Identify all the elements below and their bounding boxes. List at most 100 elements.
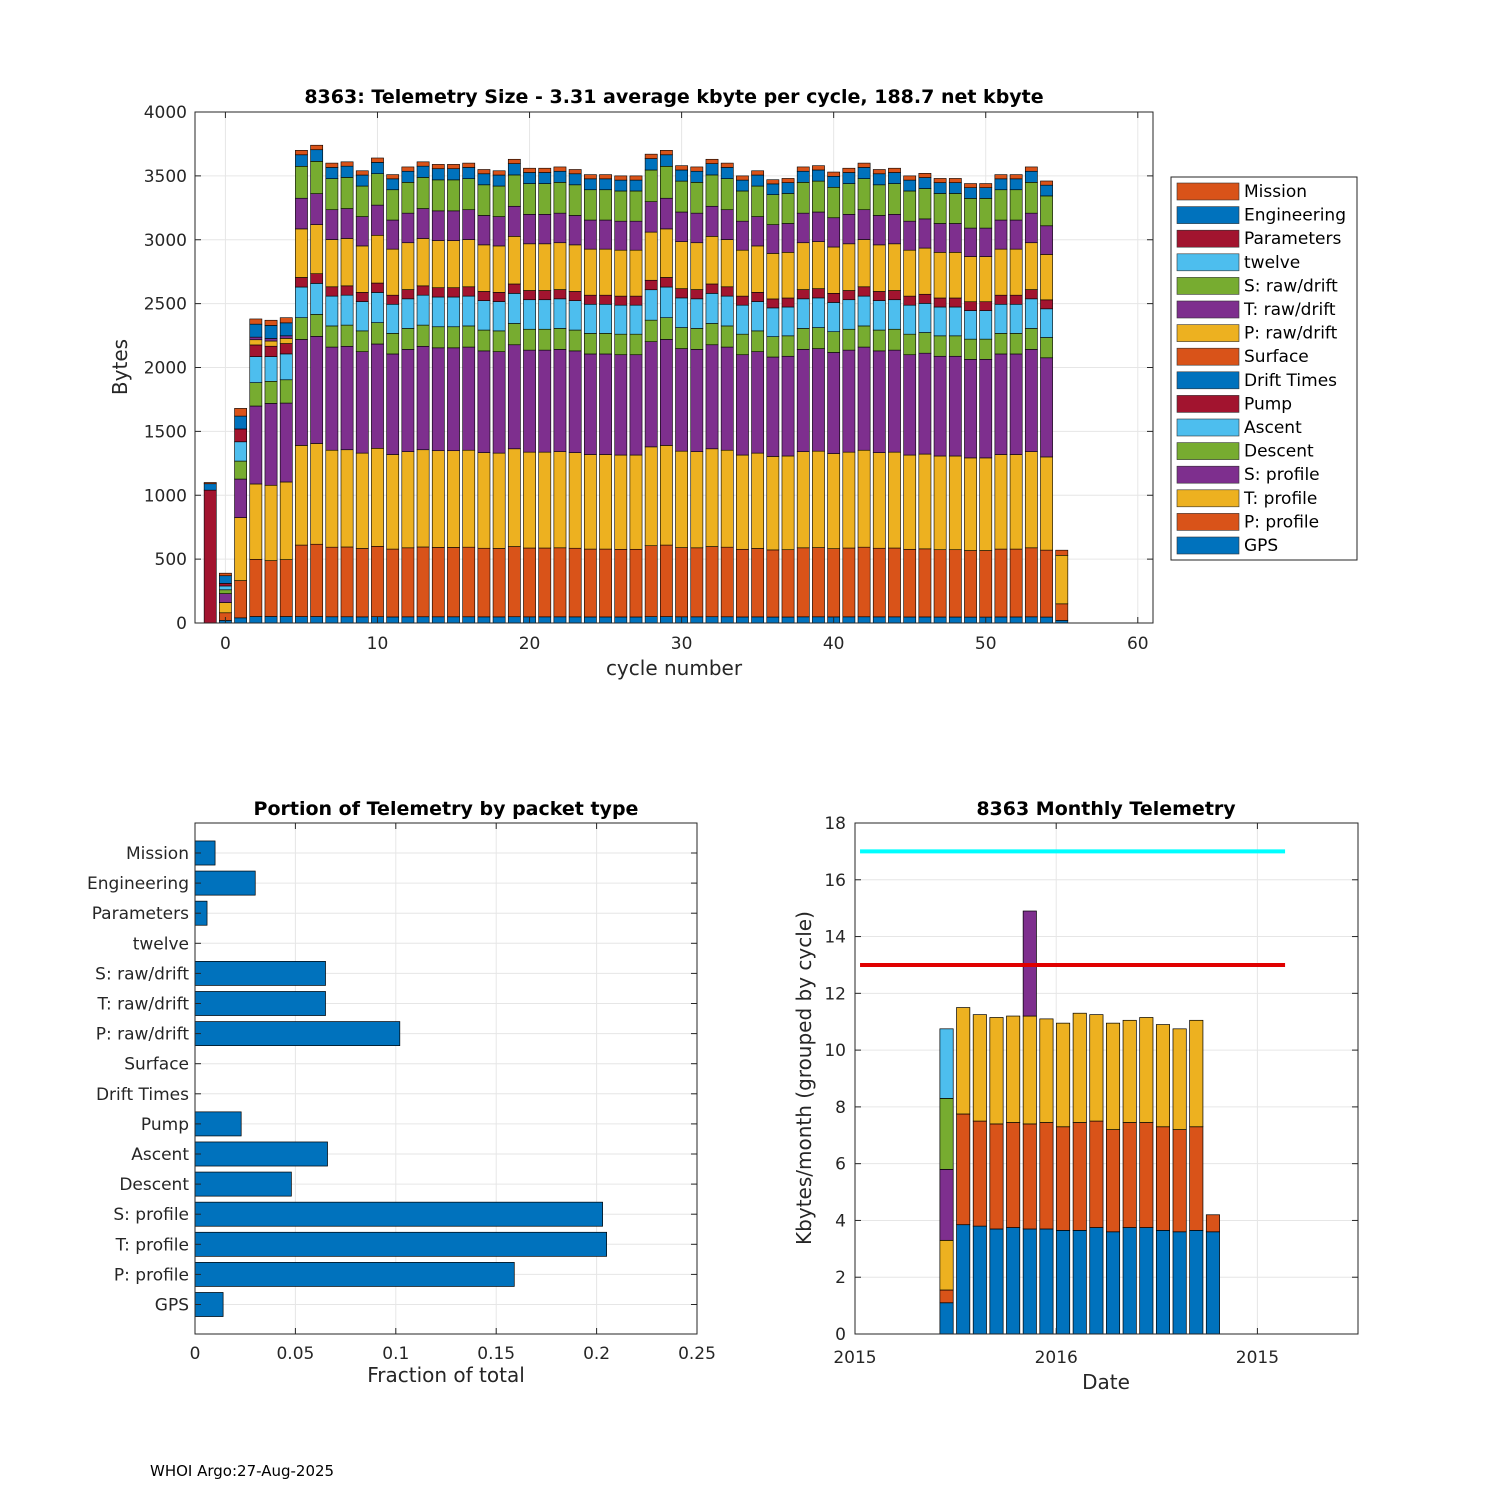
- bar-segment: [477, 616, 491, 624]
- bar-segment: [690, 170, 704, 183]
- bar-segment: [523, 183, 536, 215]
- bar-segment: [979, 338, 993, 360]
- bar-segment: [751, 301, 765, 332]
- bar-segment: [492, 301, 506, 332]
- bar-segment: [1089, 1014, 1104, 1122]
- bar-segment: [948, 355, 962, 457]
- bar-segment: [386, 616, 400, 624]
- bar-segment: [888, 214, 901, 245]
- bar-segment: [583, 454, 597, 550]
- y-tick-label: 2500: [144, 295, 187, 315]
- bar-segment: [614, 249, 628, 297]
- footer-credit: WHOI Argo:27-Aug-2025: [150, 1462, 334, 1480]
- bar-segment: [340, 238, 354, 287]
- bar-segment: [507, 616, 521, 624]
- bar-segment: [325, 178, 339, 211]
- bar-segment: [812, 241, 825, 289]
- bar-segment: [812, 169, 825, 182]
- y-tick-label: 12: [824, 984, 846, 1004]
- bar-segment: [355, 216, 369, 247]
- bar-segment: [568, 616, 582, 624]
- bar-segment: [219, 575, 232, 584]
- bar-segment: [568, 291, 582, 301]
- bar-segment: [310, 443, 324, 545]
- bar-segment: [1056, 1022, 1071, 1128]
- bar-segment: [583, 548, 597, 618]
- bar-segment: [462, 325, 476, 348]
- bar-segment: [751, 185, 765, 217]
- bar-segment: [553, 451, 567, 549]
- bar-segment: [1009, 616, 1023, 624]
- bar-segment: [705, 546, 719, 618]
- y-tick-label: 16: [824, 871, 846, 891]
- bar-segment: [629, 190, 643, 222]
- bar-segment: [796, 451, 810, 549]
- x-tick-label: 40: [823, 634, 845, 654]
- bar-segment: [948, 549, 962, 618]
- bar-segment: [295, 154, 308, 167]
- bar-segment: [857, 167, 871, 179]
- bar-segment: [1040, 616, 1053, 624]
- portion-by-packet-chart: 0 0.05 0.1 0.15 0.2 0.25 Mission Engineering Par…: [87, 798, 716, 1387]
- bar-segment: [249, 405, 263, 485]
- bar-segment: [888, 172, 901, 184]
- bar-segment: [1089, 1120, 1104, 1228]
- bar: [194, 1111, 242, 1137]
- bar-segment: [1072, 1122, 1087, 1231]
- legend-swatch: [1176, 347, 1240, 366]
- bar-segment: [416, 238, 430, 287]
- bar-segment: [918, 616, 932, 624]
- bar-segment: [462, 286, 476, 297]
- bar-segment: [462, 295, 476, 327]
- bar-segment: [1205, 1231, 1220, 1335]
- bar-segment: [1009, 178, 1023, 191]
- bar-segment: [705, 174, 719, 207]
- bar-segment: [1009, 353, 1023, 455]
- y-tick-label: 4000: [144, 103, 187, 123]
- bar-segment: [310, 336, 324, 444]
- bar-segment: [477, 452, 491, 549]
- bar-segment: [629, 454, 643, 550]
- bar-segment: [310, 224, 324, 275]
- bar-segment: [939, 1289, 954, 1304]
- bar-segment: [507, 236, 521, 285]
- legend-swatch: [1176, 253, 1240, 272]
- bar-segment: [371, 448, 384, 547]
- bar-segment: [401, 289, 415, 300]
- bar-segment: [447, 450, 460, 548]
- bar-segment: [249, 323, 263, 338]
- bar-segment: [903, 304, 917, 335]
- bar-segment: [872, 616, 886, 624]
- bar-segment: [249, 559, 263, 617]
- bar-segment: [431, 296, 445, 328]
- bar-segment: [462, 167, 476, 179]
- bar-segment: [447, 210, 460, 241]
- bar-segment: [477, 291, 491, 301]
- legend-swatch: [1176, 182, 1240, 201]
- bar-segment: [1205, 1214, 1220, 1233]
- bar-segment: [972, 1225, 987, 1335]
- x-tick-label: 0: [190, 1344, 201, 1364]
- bar-segment: [675, 165, 688, 171]
- bar-segment: [264, 319, 278, 326]
- bar-segment: [736, 295, 749, 306]
- bar-segment: [477, 169, 491, 175]
- bar-segment: [234, 617, 248, 624]
- bar-segment: [416, 324, 430, 347]
- y-tick-label: Engineering: [87, 874, 189, 894]
- bar-segment: [903, 616, 917, 624]
- bar-segment: [989, 1123, 1004, 1230]
- bar-segment: [538, 299, 552, 330]
- y-tick-label: S: profile: [113, 1205, 189, 1225]
- bar-segment: [614, 220, 628, 251]
- bar-segment: [340, 616, 354, 624]
- bar-segment: [796, 328, 810, 350]
- bar-segment: [933, 335, 947, 357]
- bar-segment: [812, 616, 825, 624]
- bar-segment: [371, 546, 384, 618]
- bar-segment: [720, 162, 734, 168]
- bar-segment: [447, 240, 460, 289]
- bar-segment: [857, 162, 871, 168]
- bar-segment: [538, 451, 552, 549]
- bar-segment: [477, 173, 491, 186]
